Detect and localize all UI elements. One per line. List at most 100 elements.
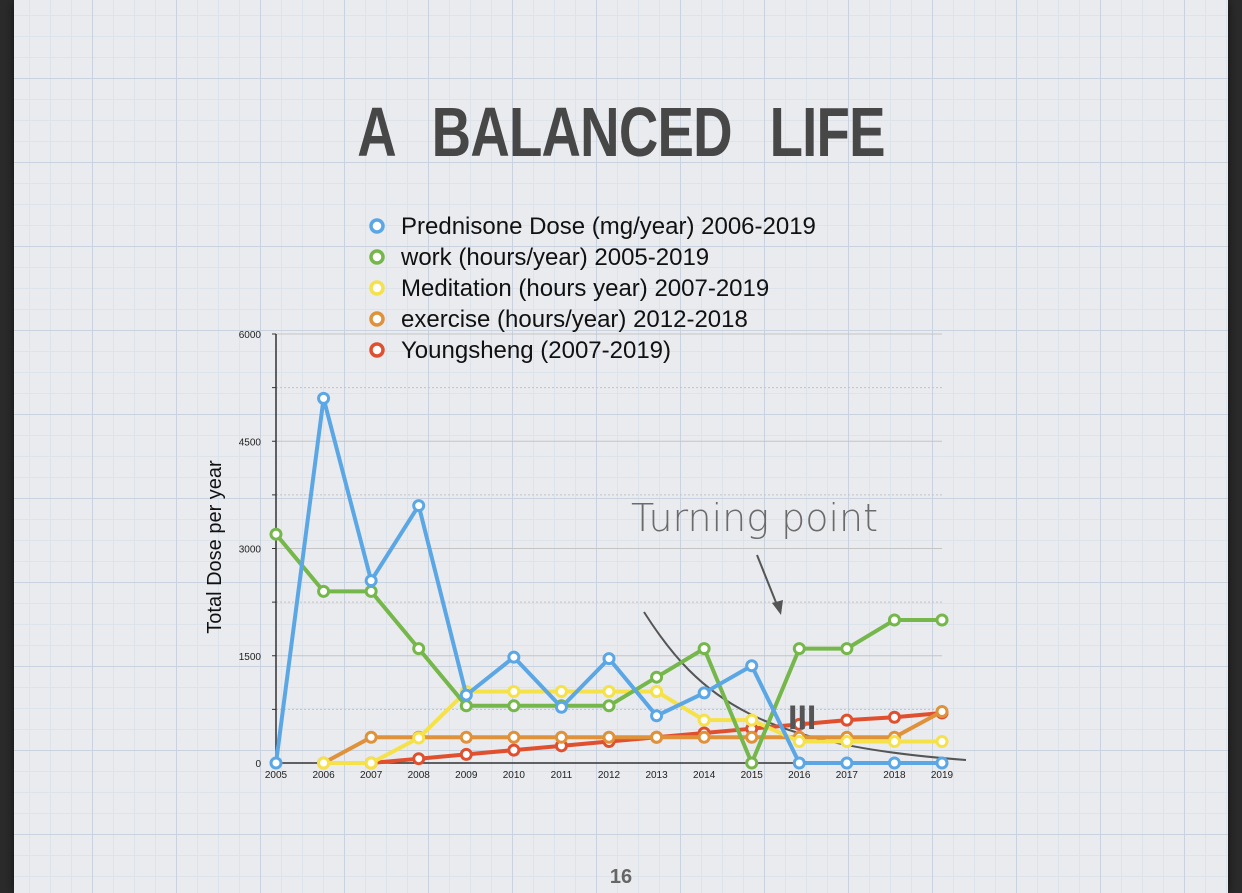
data-point <box>317 584 331 598</box>
x-tick-label: 2009 <box>455 770 478 781</box>
series-line <box>322 709 943 765</box>
handwritten-mark: III <box>788 699 816 737</box>
data-point <box>650 730 664 744</box>
series-2 <box>317 685 949 770</box>
y-tick-label: 4500 <box>239 437 262 448</box>
legend-label: exercise (hours/year) 2012-2018 <box>401 306 748 333</box>
y-tick-label: 3000 <box>239 545 262 556</box>
legend-marker <box>369 311 385 327</box>
data-point <box>840 756 854 770</box>
data-point <box>459 747 473 761</box>
x-tick-label: 2006 <box>312 770 335 781</box>
data-point <box>650 709 664 723</box>
data-point <box>887 710 901 724</box>
legend-label: Prednisone Dose (mg/year) 2006-2019 <box>401 213 816 240</box>
data-point <box>507 743 521 757</box>
x-tick-label: 2016 <box>788 770 811 781</box>
data-point <box>935 705 949 719</box>
legend-label: work (hours/year) 2005-2019 <box>400 244 709 271</box>
data-point <box>602 730 616 744</box>
data-point <box>840 713 854 727</box>
x-tick-label: 2014 <box>693 770 716 781</box>
series-line <box>323 689 942 765</box>
data-point <box>602 699 616 713</box>
decline-curve-line <box>643 611 967 761</box>
y-axis-label: Total Dose per year <box>204 460 226 634</box>
data-point <box>745 730 759 744</box>
chart-series <box>269 391 949 770</box>
x-tick-label: 2007 <box>360 770 383 781</box>
x-tick-label: 2015 <box>741 770 764 781</box>
data-point <box>650 685 664 698</box>
data-point <box>887 613 901 627</box>
data-point <box>459 699 473 713</box>
legend-marker <box>369 249 385 265</box>
y-tick-label: 6000 <box>239 330 262 341</box>
data-point <box>935 613 949 627</box>
x-tick-label: 2012 <box>598 770 621 781</box>
x-tick-label: 2018 <box>883 770 906 781</box>
data-point <box>412 499 426 513</box>
data-point <box>745 713 759 727</box>
data-point <box>507 730 521 744</box>
data-point <box>935 756 949 770</box>
data-point <box>507 650 521 664</box>
data-point <box>792 756 806 770</box>
data-point <box>792 642 806 656</box>
legend-marker <box>369 218 385 234</box>
series-0 <box>269 391 949 770</box>
data-point <box>364 584 378 598</box>
x-tick-label: 2017 <box>836 770 859 781</box>
x-tick-label: 2019 <box>931 770 954 781</box>
x-tick-label: 2005 <box>265 770 288 781</box>
data-point <box>745 659 759 673</box>
data-point <box>697 686 711 700</box>
slide-title: A BALANCED LIFE <box>357 93 885 171</box>
data-point <box>650 670 664 684</box>
chart-grid <box>276 333 942 764</box>
data-point <box>554 700 568 714</box>
data-point <box>459 688 473 702</box>
data-point <box>887 735 901 749</box>
legend-marker <box>369 342 385 358</box>
y-tick-label: 1500 <box>239 652 262 663</box>
legend-label: Youngsheng (2007-2019) <box>401 337 671 364</box>
data-point <box>412 731 426 745</box>
series-1 <box>269 527 949 770</box>
data-point <box>412 642 426 656</box>
data-point <box>697 730 711 744</box>
x-tick-label: 2011 <box>551 770 573 781</box>
turning-point-annotation: Turning point <box>631 496 878 540</box>
y-tick-labels: 0 1500 3000 4500 6000 <box>239 330 262 770</box>
x-tick-label: 2010 <box>503 770 526 781</box>
data-point <box>792 735 806 749</box>
data-point <box>697 642 711 656</box>
x-tick-label: 2013 <box>645 770 668 781</box>
data-point <box>459 730 473 744</box>
data-point <box>554 730 568 744</box>
data-point <box>745 756 759 770</box>
data-point <box>792 717 806 731</box>
data-point <box>317 756 331 770</box>
data-point <box>364 756 378 770</box>
slide <box>14 0 1228 893</box>
data-point <box>269 527 283 541</box>
data-point <box>364 574 378 588</box>
data-point <box>554 685 568 698</box>
legend-marker <box>369 280 385 296</box>
turning-point-arrow <box>756 554 783 615</box>
data-point <box>887 756 901 770</box>
chart-legend: Prednisone Dose (mg/year) 2006-2019 work … <box>369 213 816 364</box>
data-point <box>317 391 331 405</box>
data-point <box>602 685 616 698</box>
data-point <box>269 756 283 770</box>
x-tick-label: 2008 <box>408 770 431 781</box>
y-tick-label: 0 <box>255 759 261 770</box>
data-point <box>935 735 949 749</box>
data-point <box>840 735 854 749</box>
data-point <box>507 685 521 698</box>
data-point <box>507 699 521 713</box>
data-point <box>602 652 616 666</box>
data-point <box>364 730 378 744</box>
